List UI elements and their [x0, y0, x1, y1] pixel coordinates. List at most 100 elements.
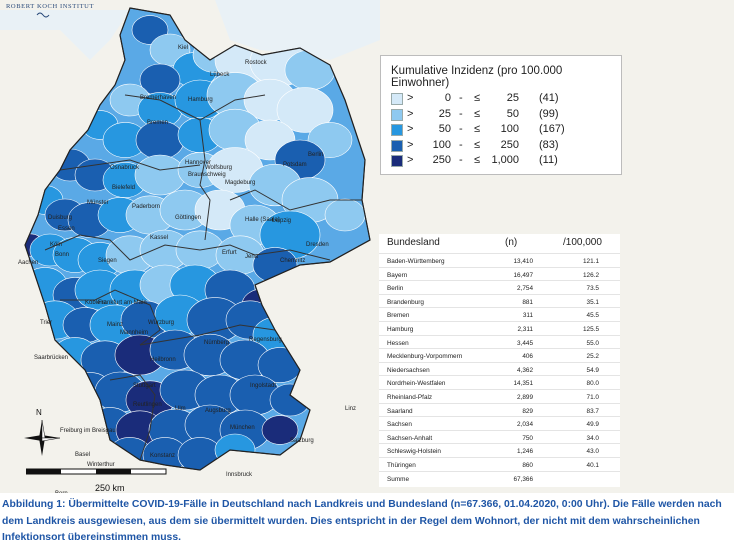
- city-label: Koblenz: [85, 300, 107, 306]
- north-sea: [0, 10, 130, 60]
- legend-low: 0: [444, 92, 451, 104]
- legend-count: (83): [539, 138, 559, 151]
- city-label: Berlin: [308, 152, 324, 158]
- table-cell-n: 1,246: [517, 448, 533, 456]
- table-row: Bayern 16,497 126.2: [379, 266, 620, 282]
- city-label: Braunschweig: [188, 172, 226, 178]
- table-cell-n: 67,366: [513, 475, 533, 483]
- table-total-row: Summe 67,366: [379, 470, 620, 486]
- table-cell-state: Hessen: [387, 339, 409, 347]
- city-label: Hannover: [185, 160, 212, 166]
- city-label: Paderborn: [132, 204, 161, 210]
- table-row: Hamburg 2,311 125.5: [379, 321, 620, 336]
- table-cell-state: Niedersachsen: [387, 366, 430, 374]
- table-cell-rate: 40.1: [586, 462, 599, 469]
- legend-count: (99): [539, 107, 559, 120]
- district-shape: [261, 415, 299, 445]
- table-cell-state: Baden-Württemberg: [387, 258, 445, 265]
- table-cell-rate: 125.5: [583, 326, 599, 333]
- table-row: Sachsen-Anhalt 750 34.0: [379, 429, 620, 445]
- table-row: Niedersachsen 4,362 54.9: [379, 361, 620, 377]
- north-label: N: [36, 408, 42, 417]
- baltic-sea: [215, 0, 380, 60]
- state-border: [59, 159, 201, 171]
- table-row: Sachsen 2,034 49.9: [379, 416, 620, 431]
- legend-count: (167): [539, 123, 565, 135]
- district-shape: [134, 154, 186, 196]
- district-shape: [276, 87, 334, 133]
- legend-op-high: ≤: [474, 107, 481, 120]
- legend-count: (41): [539, 92, 559, 104]
- table-cell-rate: 43.0: [586, 448, 599, 456]
- table-cell-state: Thüringen: [387, 462, 416, 469]
- city-label: Duisburg: [48, 215, 73, 221]
- table-row: Baden-Württemberg 13,410 121.1: [379, 253, 620, 268]
- table-row: Rheinland-Pfalz 2,899 71.0: [379, 389, 620, 404]
- table-cell-state: Saarland: [387, 407, 413, 415]
- city-label: Magdeburg: [225, 180, 256, 186]
- table-header-n: (n): [505, 237, 518, 248]
- legend-op-low: >: [407, 138, 414, 151]
- city-label: Bielefeld: [112, 185, 136, 191]
- city-label: Nürnberg: [204, 340, 230, 346]
- city-label: Essen: [58, 226, 75, 232]
- legend-high: 1,000: [491, 154, 519, 166]
- scale-bar-seg-1: [26, 469, 61, 474]
- table-row: Mecklenburg-Vorpommern 406 25.2: [379, 348, 620, 363]
- city-label: Osnabrück: [110, 165, 140, 171]
- legend-dash: -: [459, 107, 463, 120]
- state-table: Bundesland (n) /100,000 Baden-Württember…: [379, 234, 620, 487]
- legend-op-low: >: [407, 92, 414, 104]
- table-cell-rate: 35.1: [586, 298, 599, 306]
- legend: Kumulative Inzidenz (pro 100.000 Einwohn…: [380, 55, 622, 175]
- legend-title: Kumulative Inzidenz (pro 100.000 Einwohn…: [391, 65, 563, 89]
- legend-low: 25: [438, 107, 451, 120]
- germany-map: [0, 0, 734, 493]
- table-cell-state: Mecklenburg-Vorpommern: [387, 353, 463, 361]
- city-label: Salzburg: [290, 438, 314, 444]
- table-cell-state: Schleswig-Holstein: [387, 448, 441, 456]
- legend-dash: -: [459, 154, 463, 166]
- state-border: [199, 119, 211, 241]
- table-row: Berlin 2,754 73.5: [379, 280, 620, 295]
- table-cell-state: Sachsen-Anhalt: [387, 434, 433, 442]
- table-cell-rate: 55.0: [586, 339, 599, 347]
- scale-label: 250 km: [95, 483, 125, 493]
- table-cell-state: Berlin: [387, 285, 404, 293]
- table-cell-n: 2,034: [517, 421, 533, 429]
- state-border: [44, 234, 331, 261]
- table-cell-n: 14,351: [513, 380, 533, 388]
- city-label: Mainz: [107, 322, 124, 328]
- table-cell-rate: 71.0: [586, 394, 599, 401]
- city-label: Göttingen: [175, 215, 202, 221]
- city-label: München: [230, 425, 255, 431]
- table-cell-rate: 83.7: [586, 407, 599, 415]
- table-cell-n: 2,754: [517, 285, 533, 293]
- city-label: Innsbruck: [226, 472, 253, 478]
- table-cell-state: Sachsen: [387, 421, 412, 429]
- table-cell-n: 406: [522, 353, 533, 361]
- city-label: Regensburg: [249, 337, 282, 343]
- legend-op-high: ≤: [474, 123, 481, 135]
- table-cell-n: 13,410: [513, 258, 533, 265]
- scale-bar-seg-2: [96, 469, 131, 474]
- city-label: Rostock: [245, 60, 267, 66]
- table-row: Thüringen 860 40.1: [379, 457, 620, 472]
- city-label: Wolfsburg: [205, 165, 232, 171]
- district-shape: [324, 198, 366, 232]
- table-cell-state: Bayern: [387, 271, 408, 279]
- table-cell-state: Rheinland-Pfalz: [387, 394, 433, 401]
- city-label: Mannheim: [120, 330, 149, 336]
- city-label: Siegen: [98, 258, 117, 264]
- legend-count: (11): [539, 154, 558, 166]
- table-cell-state: Hamburg: [387, 326, 414, 333]
- city-label: Jena: [245, 254, 259, 260]
- city-label: Augsburg: [205, 408, 231, 414]
- legend-low: 100: [432, 138, 451, 151]
- city-label: Trier: [40, 320, 53, 326]
- city-label: Ulm: [175, 406, 186, 412]
- org-label: ROBERT KOCH INSTITUT: [6, 3, 95, 10]
- city-label: Würzburg: [148, 320, 175, 326]
- city-label: Chemnitz: [280, 258, 306, 264]
- table-cell-rate: 54.9: [586, 366, 599, 374]
